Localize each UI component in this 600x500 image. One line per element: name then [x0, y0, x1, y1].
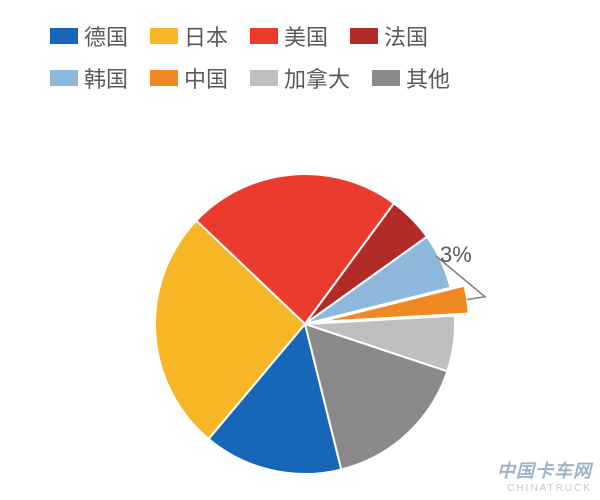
- legend-swatch-usa: [250, 28, 278, 44]
- watermark-logo: 中国卡车网: [497, 457, 592, 483]
- legend-item-other: 其他: [372, 62, 450, 94]
- legend-item-canada: 加拿大: [250, 62, 350, 94]
- legend-label-usa: 美国: [284, 20, 328, 52]
- legend-label-germany: 德国: [84, 20, 128, 52]
- legend-label-france: 法国: [384, 20, 428, 52]
- legend-item-china: 中国: [150, 62, 228, 94]
- watermark-sub: CHINATRUCK: [497, 483, 592, 494]
- legend-swatch-japan: [150, 28, 178, 44]
- legend-swatch-korea: [50, 70, 78, 86]
- legend-item-germany: 德国: [50, 20, 128, 52]
- legend-label-canada: 加拿大: [284, 62, 350, 94]
- legend-label-korea: 韩国: [84, 62, 128, 94]
- legend-label-japan: 日本: [184, 20, 228, 52]
- legend-label-other: 其他: [406, 62, 450, 94]
- legend-swatch-france: [350, 28, 378, 44]
- legend: 德国 日本 美国 法国韩国 中国 加拿大 其他: [0, 0, 520, 114]
- legend-swatch-china: [150, 70, 178, 86]
- callout-label: 3%: [440, 242, 472, 268]
- legend-swatch-canada: [250, 70, 278, 86]
- legend-item-japan: 日本: [150, 20, 228, 52]
- chart-container: 3%: [0, 114, 600, 494]
- legend-label-china: 中国: [184, 62, 228, 94]
- legend-swatch-other: [372, 70, 400, 86]
- callout-line: [0, 114, 600, 494]
- legend-item-korea: 韩国: [50, 62, 128, 94]
- legend-item-france: 法国: [350, 20, 428, 52]
- legend-item-usa: 美国: [250, 20, 328, 52]
- watermark: 中国卡车网 CHINATRUCK: [497, 457, 592, 494]
- legend-swatch-germany: [50, 28, 78, 44]
